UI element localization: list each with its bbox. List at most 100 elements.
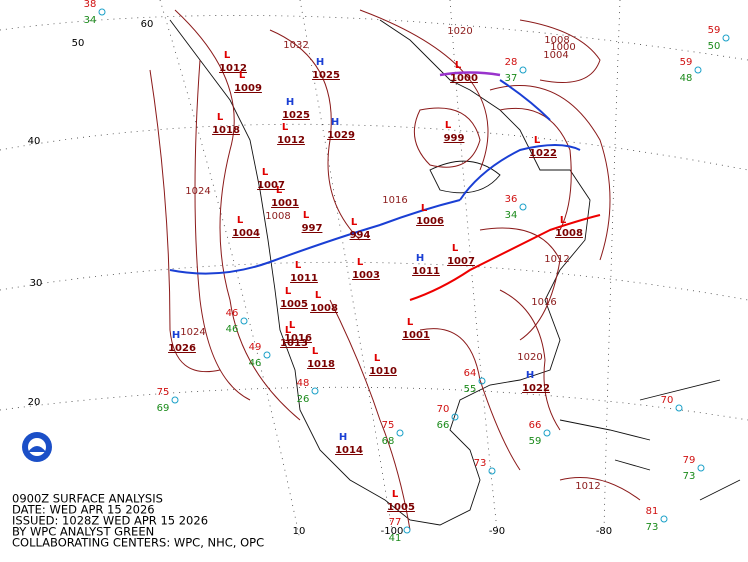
- pressure-center-letter: L: [237, 215, 244, 226]
- station-dewpoint: 69: [157, 403, 170, 414]
- station-marker: [694, 66, 702, 74]
- station-marker: [519, 203, 527, 211]
- pressure-center-value: 1022: [529, 148, 557, 159]
- station-dewpoint: 46: [249, 358, 262, 369]
- pressure-center-letter: L: [315, 290, 322, 301]
- latitude-label: 30: [30, 278, 43, 289]
- pressure-center-letter: L: [285, 325, 292, 336]
- pressure-center-letter: L: [421, 203, 428, 214]
- longitude-label: -90: [489, 526, 505, 537]
- pressure-center-letter: H: [339, 432, 347, 443]
- station-dewpoint: 34: [84, 15, 97, 26]
- station-dewpoint: 59: [529, 436, 542, 447]
- station-temperature: 46: [226, 308, 239, 319]
- pressure-center-value: 1025: [282, 110, 310, 121]
- pressure-center-letter: L: [452, 243, 459, 254]
- station-temperature: 77: [389, 517, 402, 528]
- pressure-center-value: 1010: [369, 366, 397, 377]
- pressure-center-value: 1008: [555, 228, 583, 239]
- pressure-center-letter: H: [316, 57, 324, 68]
- pressure-center-letter: L: [392, 489, 399, 500]
- station-dewpoint: 68: [382, 436, 395, 447]
- station-temperature: 79: [683, 455, 696, 466]
- pressure-center-value: 1007: [257, 180, 285, 191]
- pressure-center-letter: L: [295, 260, 302, 271]
- isobar-label: 1020: [517, 352, 542, 363]
- caption-line: 0900Z SURFACE ANALYSIS: [12, 492, 163, 506]
- station-dewpoint: 73: [683, 471, 696, 482]
- pressure-center-value: 1011: [290, 273, 318, 284]
- pressure-center-value: 1016: [284, 333, 312, 344]
- pressure-center-value: 1029: [327, 130, 355, 141]
- pressure-center-letter: L: [282, 122, 289, 133]
- isobar-label: 1020: [447, 26, 472, 37]
- isobar-label: 1008: [265, 211, 290, 222]
- station-marker: [722, 34, 730, 42]
- pressure-center-value: 1026: [168, 343, 196, 354]
- pressure-center-letter: L: [357, 257, 364, 268]
- pressure-center-letter: L: [445, 120, 452, 131]
- pressure-center-letter: H: [172, 330, 180, 341]
- pressure-center-value: 1025: [312, 70, 340, 81]
- station-marker: [396, 429, 404, 437]
- pressure-center-letter: L: [303, 210, 310, 221]
- station-temperature: 64: [464, 368, 477, 379]
- pressure-center-letter: L: [374, 353, 381, 364]
- pressure-center-value: 1005: [387, 502, 415, 513]
- caption-line: COLLABORATING CENTERS: WPC, NHC, OPC: [12, 536, 264, 550]
- station-dewpoint: 41: [389, 533, 402, 544]
- station-temperature: 66: [529, 420, 542, 431]
- pressure-center-value: 1009: [234, 83, 262, 94]
- caption-line: DATE: WED APR 15 2026: [12, 503, 155, 517]
- longitude-label: -100: [381, 526, 404, 537]
- station-marker: [263, 351, 271, 359]
- pressure-center-value: 1014: [335, 445, 363, 456]
- station-marker: [98, 8, 106, 16]
- station-marker: [543, 429, 551, 437]
- longitude-label: 10: [293, 526, 306, 537]
- station-dewpoint: 37: [505, 73, 518, 84]
- station-marker: [519, 66, 527, 74]
- pressure-center-value: 1003: [352, 270, 380, 281]
- station-dewpoint: 46: [226, 324, 239, 335]
- station-marker: [311, 387, 319, 395]
- pressure-center-letter: L: [276, 185, 283, 196]
- latitude-label: 50: [72, 38, 85, 49]
- isobar-label: 1016: [531, 297, 556, 308]
- isobar-label: 1012: [544, 254, 569, 265]
- noaa-logo: [22, 432, 52, 462]
- pressure-center-letter: L: [407, 317, 414, 328]
- pressure-center-letter: H: [331, 117, 339, 128]
- pressure-center-value: 994: [350, 230, 371, 241]
- isobar-label: 1032: [283, 40, 308, 51]
- pressure-center-value: 997: [302, 223, 323, 234]
- pressure-center-value: 1001: [271, 198, 299, 209]
- pressure-center-value: 1011: [412, 266, 440, 277]
- station-marker: [660, 515, 668, 523]
- isobars: [149, 9, 641, 531]
- isobar-label: 1000: [550, 42, 575, 53]
- station-dewpoint: 26: [297, 394, 310, 405]
- pressure-center-value: 1000: [450, 73, 478, 84]
- station-temperature: 75: [157, 387, 170, 398]
- pressure-center-value: 1022: [522, 383, 550, 394]
- station-temperature: 81: [646, 506, 659, 517]
- isobar-label: 1012: [575, 481, 600, 492]
- station-temperature: 70: [437, 404, 450, 415]
- pressure-center-letter: L: [239, 70, 246, 81]
- caption: 0900Z SURFACE ANALYSIS DATE: WED APR 15 …: [12, 492, 264, 550]
- latitude-label: 40: [28, 136, 41, 147]
- station-dewpoint: 34: [505, 210, 518, 221]
- station-temperature: 38: [84, 0, 97, 10]
- coastlines: [169, 19, 741, 526]
- pressure-center-letter: H: [416, 253, 424, 264]
- station-marker: [171, 396, 179, 404]
- fronts: [169, 71, 601, 301]
- pressure-center-value: 999: [444, 133, 465, 144]
- latitude-label: 20: [28, 397, 41, 408]
- pressure-center-letter: L: [289, 320, 296, 331]
- pressure-center-value: 1018: [212, 125, 240, 136]
- pressure-center-value: 1004: [232, 228, 260, 239]
- pressure-center-letter: L: [217, 112, 224, 123]
